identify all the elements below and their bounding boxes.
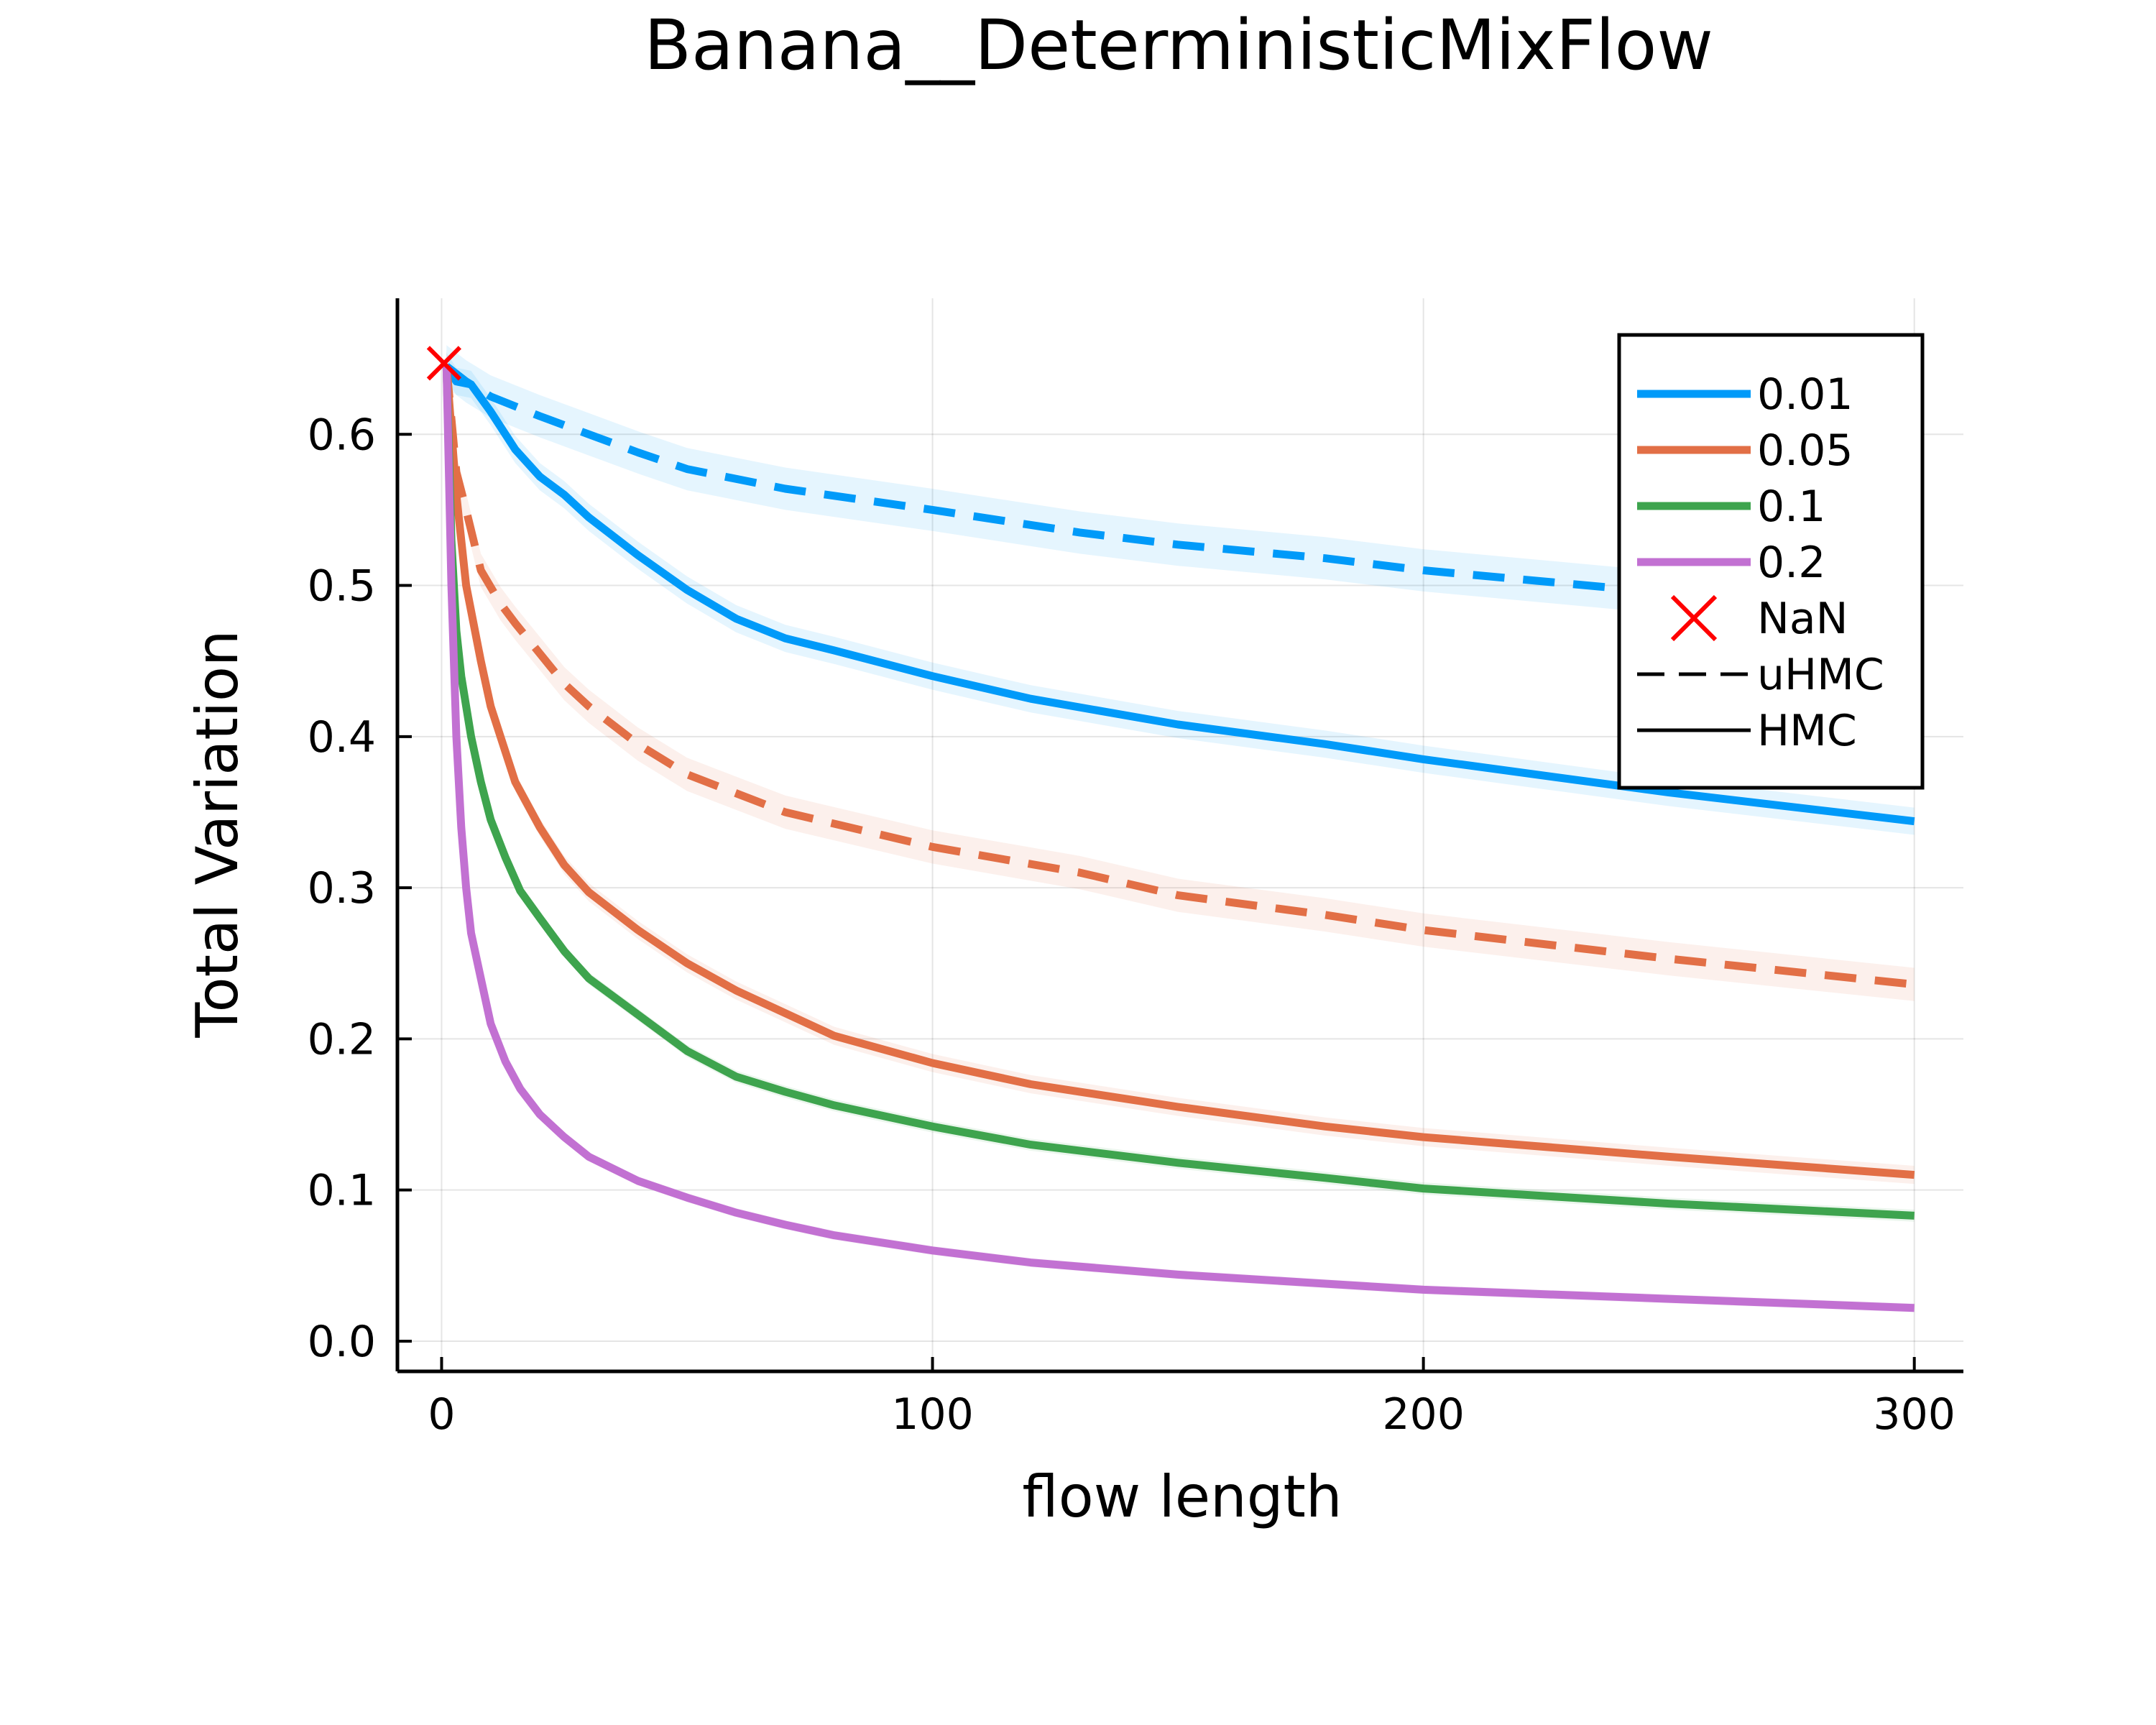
nan-markers [426,346,462,381]
y-tick-label: 0.5 [308,561,376,612]
y-tick-label: 0.0 [308,1317,376,1367]
y-tick-label: 0.6 [308,410,376,460]
legend-label-0.01: 0.01 [1757,369,1853,420]
x-tick-label: 300 [1873,1389,1955,1440]
series-line-0.1-HMC [442,366,1915,1220]
axes [395,298,1963,1374]
legend-label-uHMC: uHMC [1757,650,1884,700]
series-lines [442,363,1915,1312]
legend-label-0.2: 0.2 [1757,538,1825,588]
nan-marker-stroke [426,346,462,381]
series-band-0.01-HMC [446,352,1915,835]
x-tick-label: 100 [891,1389,974,1440]
x-tick-label: 0 [428,1389,455,1440]
nan-marker [426,346,462,381]
y-tick-label: 0.2 [308,1014,376,1064]
y-tick-label: 0.3 [308,863,376,914]
series-line-0.05-uHMC [442,366,1915,989]
legend-label-0.05: 0.05 [1757,426,1853,476]
legend-label-NaN: NaN [1757,594,1848,644]
series-line-0.01-uHMC [443,363,1915,615]
legend-label-HMC: HMC [1757,706,1857,756]
legend: 0.01 0.05 0.1 0.2 NaN uHMC HMC [1617,333,1925,790]
chart-title: Banana__DeterministicMixFlow [644,5,1713,86]
legend-marker-nan [1670,594,1718,642]
x-axis-label: flow length [1022,1463,1342,1530]
legend-label-0.1: 0.1 [1757,482,1825,532]
tick-labels: 0 100 200 300 0.0 0.1 0.2 0.3 0.4 0.5 0.6 [308,410,1955,1440]
x-tick-label: 200 [1382,1389,1465,1440]
y-tick-label: 0.1 [308,1166,376,1216]
series-line-0.2-HMC [442,366,1915,1312]
y-tick-label: 0.4 [308,712,376,763]
y-axis-label: Total Variation [184,630,251,1038]
series-line-0.01-HMC [443,364,1915,826]
series-line-0.05-HMC [442,366,1915,1179]
